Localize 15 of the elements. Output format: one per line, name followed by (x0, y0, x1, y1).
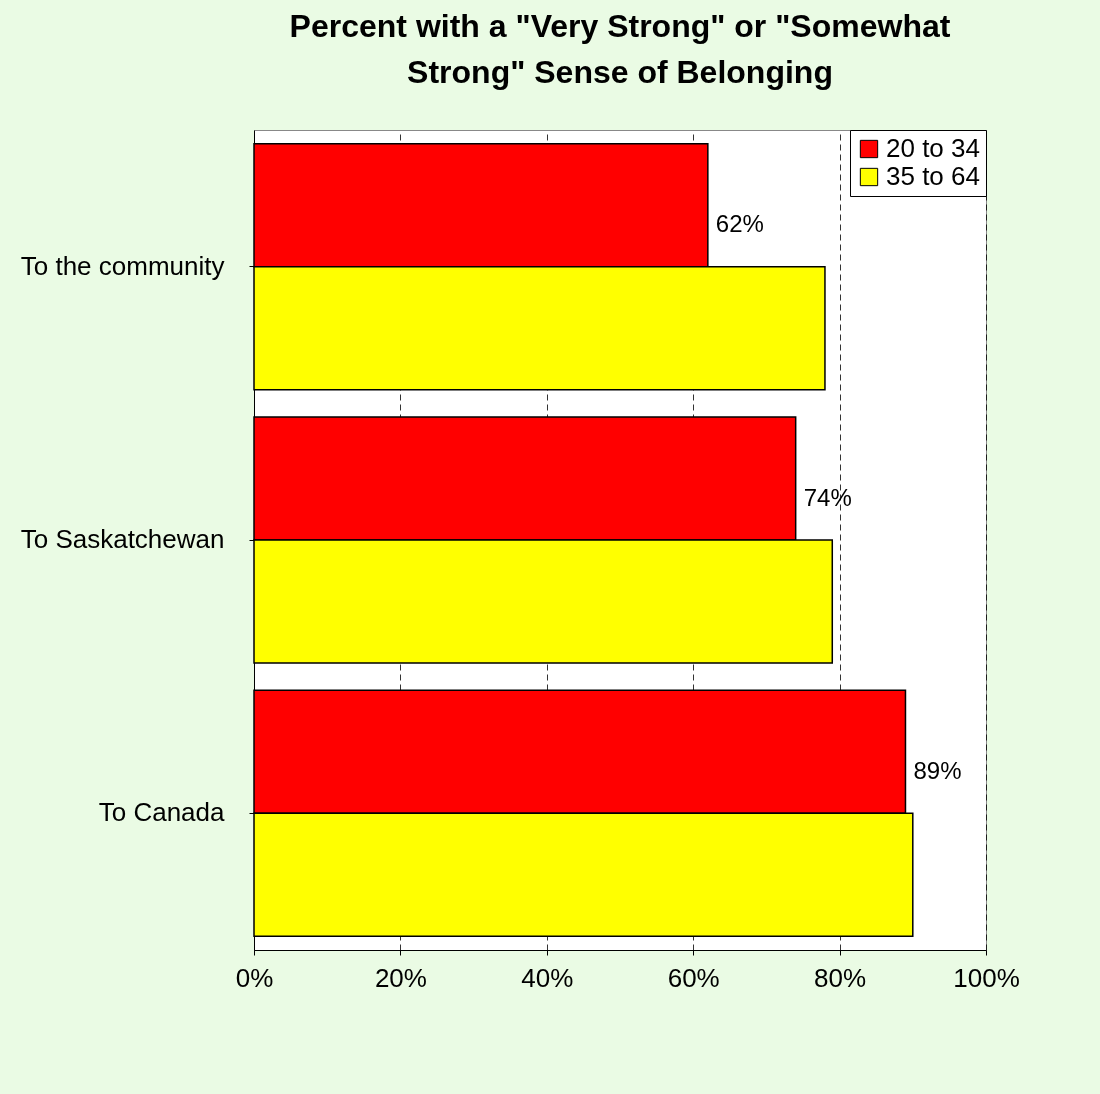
y-tick-label: To Canada (98, 797, 226, 828)
data-label: 74% (803, 483, 852, 511)
x-tick-label: 0% (235, 962, 274, 993)
data-label: 62% (715, 210, 764, 238)
data-label: 89% (913, 756, 962, 784)
x-tick-label: 20% (374, 962, 427, 993)
x-tick-label: 40% (521, 962, 574, 993)
x-tick-label: 60% (667, 962, 720, 993)
x-tick-label: 100% (953, 962, 1020, 993)
chart-title: Percent with a "Very Strong" or "Somewhat Strong" Sense of Belonging (289, 7, 951, 90)
y-tick-label: To the community (20, 250, 225, 281)
x-tick-label: 80% (814, 962, 867, 993)
legend-label: 20 to 34 (886, 133, 980, 163)
legend-label: 35 to 64 (886, 161, 980, 191)
y-tick-label: To Saskatchewan (20, 524, 225, 554)
